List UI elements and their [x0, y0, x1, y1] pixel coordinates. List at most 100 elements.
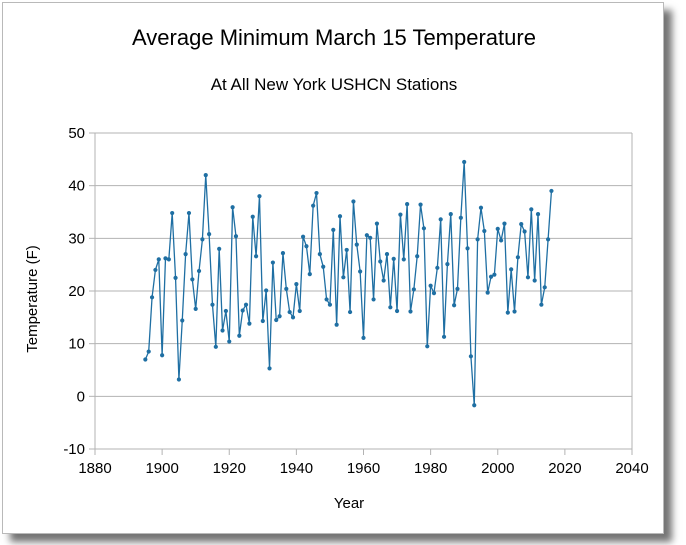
data-point [321, 264, 326, 269]
data-point [358, 269, 363, 274]
data-point [378, 259, 383, 264]
x-tick-label: 1960 [347, 460, 380, 477]
data-point [448, 212, 453, 217]
data-point [270, 260, 275, 265]
data-point [478, 205, 484, 210]
data-point [257, 194, 262, 199]
data-point [441, 334, 447, 339]
data-point [277, 314, 282, 319]
data-point [156, 257, 161, 262]
data-point [421, 226, 427, 231]
y-axis-label: Temperature (F) [24, 245, 41, 353]
data-point [300, 234, 306, 239]
data-point [482, 228, 487, 234]
data-point [472, 403, 477, 408]
data-point [452, 303, 457, 308]
x-axis-label: Year [334, 495, 364, 512]
data-point [542, 285, 547, 290]
data-point [549, 188, 554, 194]
data-point [210, 302, 215, 307]
chart-subtitle: At All New York USHCN Stations [211, 75, 458, 94]
data-point [502, 221, 507, 226]
data-point [304, 244, 309, 249]
data-point [170, 210, 175, 216]
data-point [317, 252, 322, 257]
y-tick-label: 0 [77, 388, 85, 405]
data-point [183, 252, 188, 257]
axes [89, 132, 633, 455]
y-tick-label: 50 [68, 125, 85, 142]
data-point [455, 286, 460, 291]
data-point [186, 210, 192, 216]
data-point [176, 377, 182, 382]
data-point [290, 315, 296, 320]
data-point [297, 308, 302, 314]
data-point [411, 287, 416, 292]
data-point [418, 202, 423, 207]
data-point [334, 322, 339, 327]
data-point [264, 288, 269, 293]
data-point [495, 226, 500, 231]
data-point [337, 214, 343, 219]
data-point [233, 234, 239, 239]
data-point [196, 268, 202, 274]
data-point [217, 246, 222, 251]
data-point [314, 190, 319, 196]
data-point [243, 302, 249, 307]
data-point [230, 205, 235, 210]
data-point [267, 366, 272, 371]
data-point [505, 310, 510, 315]
data-point [341, 275, 346, 280]
data-point [374, 221, 380, 226]
data-point [250, 214, 255, 219]
data-point [405, 202, 410, 207]
data-point [331, 227, 336, 233]
data-point [475, 237, 480, 242]
x-tick-label: 2000 [481, 460, 514, 477]
x-tick-label: 1980 [414, 460, 447, 477]
data-point [529, 207, 534, 212]
x-tick-label: 1940 [280, 460, 313, 477]
data-point [401, 257, 406, 262]
data-point [364, 233, 369, 238]
data-point [388, 305, 393, 310]
data-point [190, 277, 195, 282]
data-point [351, 199, 356, 204]
data-point [200, 237, 205, 242]
y-tick-label: 20 [68, 283, 85, 300]
tick-labels: -10 0 10 20 30 40 50 1880 1900 1920 1940 1960 1980 20… [63, 125, 648, 477]
data-point [347, 309, 353, 315]
data-point [284, 286, 289, 291]
data-point [532, 278, 537, 283]
data-point [488, 274, 494, 279]
data-point [354, 242, 359, 247]
data-point [539, 302, 544, 307]
data-point [384, 252, 390, 257]
y-tick-label: 30 [68, 230, 85, 247]
data-point [361, 335, 366, 340]
data-point [324, 297, 329, 302]
gridlines [95, 132, 632, 450]
data-point [445, 262, 450, 267]
x-tick-label: 1920 [213, 460, 246, 477]
data-point [247, 321, 252, 326]
data-point [344, 247, 349, 253]
data-point [525, 275, 531, 280]
chart-frame: Average Minimum March 15 Temperature At … [2, 2, 664, 534]
data-point [294, 282, 299, 287]
x-tick-label: 2040 [615, 460, 648, 477]
x-tick-label: 1900 [145, 460, 178, 477]
y-tick-label: -10 [63, 441, 85, 458]
data-point [223, 308, 228, 314]
data-point [435, 265, 440, 270]
series-line [144, 161, 553, 406]
data-point [522, 229, 527, 234]
data-point [173, 275, 178, 280]
data-point [391, 256, 396, 261]
data-point [371, 297, 376, 302]
data-point [515, 255, 520, 260]
data-point [438, 217, 443, 222]
data-point [311, 203, 316, 208]
data-point [274, 317, 279, 323]
data-point [153, 267, 158, 273]
